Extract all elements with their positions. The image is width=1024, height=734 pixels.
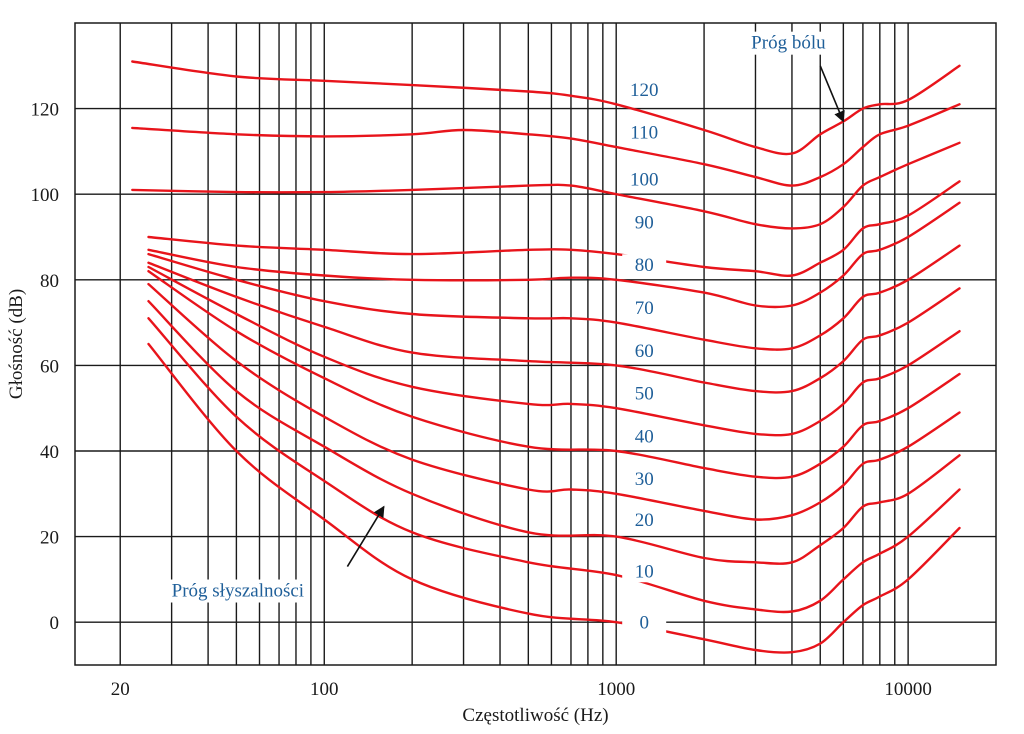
curve-label-bg [622, 339, 667, 362]
curve-label-bg [622, 211, 667, 234]
curve-label: 80 [635, 255, 654, 276]
curve-label-bg [622, 560, 667, 583]
x-tick-labels: 20 100 1000 10000 [111, 679, 932, 700]
y-tick-label: 100 [31, 185, 60, 206]
annotation-label-bg [747, 31, 831, 55]
curve-label-bg [622, 508, 667, 531]
annotations: Próg bólu Próg słyszalności [167, 31, 845, 603]
curve-label-bg [622, 254, 667, 277]
curve-labels: 0 10 20 30 40 50 60 70 80 90 100 110 120 [622, 78, 667, 634]
x-tick-label: 100 [310, 679, 339, 700]
curve-90 [147, 180, 961, 277]
y-tick-label: 120 [31, 100, 60, 121]
curve-60 [147, 261, 961, 394]
pain-threshold-label: Próg bólu [751, 33, 826, 54]
y-tick-label: 60 [40, 356, 59, 377]
pain-threshold-arrow [819, 65, 845, 123]
annotation-label-bg [167, 579, 309, 603]
x-tick-label: 20 [111, 679, 130, 700]
curve-120 [131, 60, 961, 156]
plot-frame [74, 22, 997, 666]
curve-label: 70 [635, 298, 654, 319]
curve-label-bg [622, 468, 667, 491]
curve-label: 0 [639, 613, 649, 634]
curve-label-bg [622, 425, 667, 448]
curve-label: 90 [635, 212, 654, 233]
curve-label: 40 [635, 426, 654, 447]
y-tick-labels: 0 20 40 60 80 100 120 [31, 100, 60, 635]
curve-label: 50 [635, 384, 654, 405]
curve-10 [147, 317, 961, 614]
curve-0 [147, 342, 961, 654]
hearing-threshold-label: Próg słyszalności [172, 581, 304, 602]
x-tick-label: 1000 [597, 679, 635, 700]
grid [75, 23, 996, 665]
curve-label-bg [622, 78, 667, 101]
curve-30 [147, 282, 961, 521]
curve-label-bg [622, 382, 667, 405]
curve-label-bg [622, 121, 667, 144]
curve-110 [131, 103, 961, 187]
curve-50 [147, 265, 961, 437]
curve-label: 30 [635, 469, 654, 490]
curve-20 [147, 300, 961, 565]
curve-label-bg [622, 297, 667, 320]
curve-label-bg [622, 611, 667, 634]
y-tick-label: 20 [40, 528, 59, 549]
curves [131, 60, 961, 654]
x-axis-title: Częstotliwość (Hz) [462, 705, 608, 726]
y-tick-label: 40 [40, 442, 59, 463]
curve-label: 120 [630, 80, 659, 101]
y-axis-title: Głośność (dB) [6, 289, 27, 399]
curve-label: 110 [630, 123, 658, 144]
curve-label: 10 [635, 561, 654, 582]
y-tick-label: 80 [40, 271, 59, 292]
curve-40 [147, 270, 961, 480]
curve-70 [147, 244, 961, 351]
x-tick-label: 10000 [884, 679, 932, 700]
curve-label: 60 [635, 341, 654, 362]
curve-label-bg [622, 168, 667, 191]
hearing-threshold-arrow [346, 505, 385, 567]
y-tick-label: 0 [50, 613, 60, 634]
curve-100 [131, 141, 961, 230]
curve-80 [147, 201, 961, 309]
curve-label: 100 [630, 170, 659, 191]
curve-label: 20 [635, 510, 654, 531]
